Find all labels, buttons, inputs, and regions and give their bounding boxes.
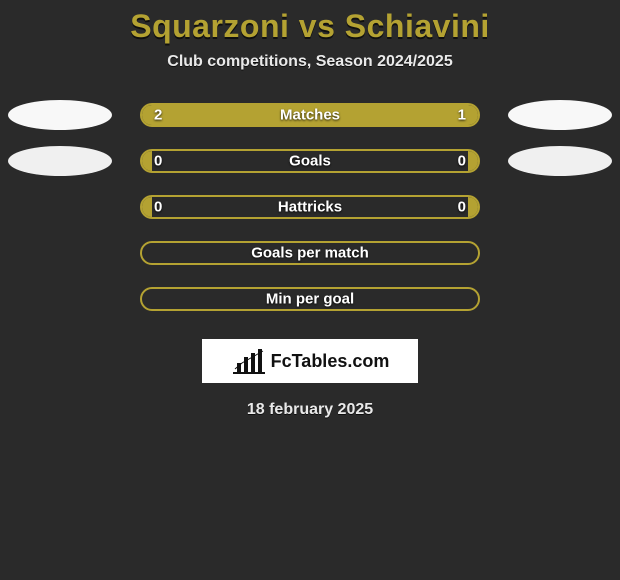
- stat-row: 2 1 Matches: [0, 103, 620, 127]
- stat-bar-right-fill: [468, 197, 478, 217]
- stat-label: Goals: [289, 153, 331, 170]
- logo-text: FcTables.com: [271, 351, 390, 372]
- stat-row: Min per goal: [0, 287, 620, 311]
- bars-icon: [231, 347, 267, 375]
- stat-value-left: 2: [154, 107, 162, 124]
- player-right-orb: [508, 100, 612, 130]
- stat-value-right: 1: [458, 107, 466, 124]
- stat-value-right: 0: [458, 153, 466, 170]
- stat-label: Hattricks: [278, 199, 342, 216]
- source-logo: FcTables.com: [202, 339, 418, 383]
- stat-bar: 2 1 Matches: [140, 103, 480, 127]
- stat-row: 0 0 Goals: [0, 149, 620, 173]
- stat-value-left: 0: [154, 153, 162, 170]
- stat-bar: Goals per match: [140, 241, 480, 265]
- date-label: 18 february 2025: [0, 401, 620, 419]
- stat-value-left: 0: [154, 199, 162, 216]
- stat-bar-left-fill: [142, 151, 152, 171]
- player-left-orb: [8, 100, 112, 130]
- subtitle: Club competitions, Season 2024/2025: [0, 53, 620, 71]
- stat-row: Goals per match: [0, 241, 620, 265]
- stat-value-right: 0: [458, 199, 466, 216]
- comparison-card: Squarzoni vs Schiavini Club competitions…: [0, 0, 620, 419]
- player-left-orb: [8, 146, 112, 176]
- stat-bar: Min per goal: [140, 287, 480, 311]
- stat-rows: 2 1 Matches 0 0 Goals 0 0 Hattricks Goals per mat…: [0, 103, 620, 311]
- stat-bar: 0 0 Goals: [140, 149, 480, 173]
- stat-bar-left-fill: [142, 197, 152, 217]
- player-right-orb: [508, 146, 612, 176]
- stat-bar-right-fill: [468, 151, 478, 171]
- stat-bar: 0 0 Hattricks: [140, 195, 480, 219]
- page-title: Squarzoni vs Schiavini: [0, 8, 620, 45]
- stat-label: Matches: [280, 107, 340, 124]
- stat-row: 0 0 Hattricks: [0, 195, 620, 219]
- stat-label: Goals per match: [251, 245, 369, 262]
- stat-label: Min per goal: [266, 291, 354, 308]
